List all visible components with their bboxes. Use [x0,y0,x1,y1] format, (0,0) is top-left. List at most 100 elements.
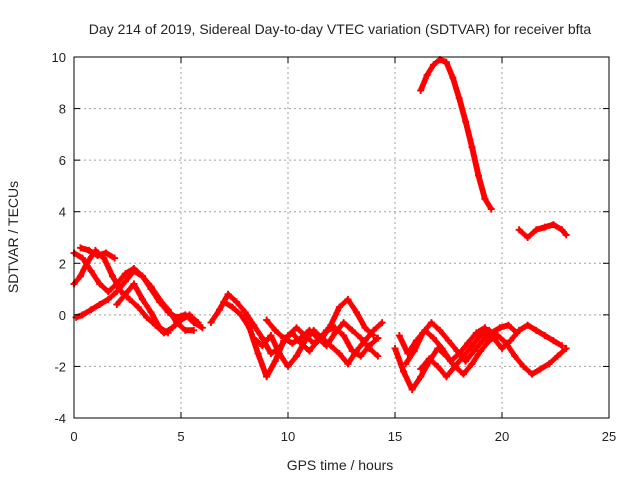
series-track-d [76,244,119,262]
data-point [143,313,151,321]
data-point [305,347,313,355]
data-point [541,331,549,339]
series-track-i [263,316,382,360]
data-point [419,329,427,337]
data-point [357,352,365,360]
data-point [400,368,408,376]
data-point [562,231,570,239]
data-point [254,350,262,358]
data-point [532,226,540,234]
data-point [468,360,476,368]
data-point [515,226,523,234]
x-tick-label: 0 [70,429,77,444]
data-point [156,324,164,332]
data-point [532,326,540,334]
data-point [288,329,296,337]
data-point [477,347,485,355]
y-tick-label: 4 [59,205,66,220]
plot-frame [73,56,610,419]
data-point [104,288,112,296]
data-point [374,352,382,360]
data-point [447,357,455,365]
data-point [76,244,84,252]
series-track-m [417,326,502,381]
data-point [361,324,369,332]
data-point [126,295,134,303]
data-point [340,319,348,327]
data-point [513,329,521,337]
data-point [352,308,360,316]
data-point [267,350,275,358]
data-point [237,311,245,319]
data-point [301,337,309,345]
data-point [436,326,444,334]
y-tick-label: -2 [54,359,66,374]
data-point [87,306,95,314]
data-point [352,347,360,355]
data-point [79,254,87,262]
data-point [220,298,228,306]
data-point [479,337,487,345]
data-point [164,329,172,337]
y-tick-label: 6 [59,153,66,168]
data-point [374,334,382,342]
data-point [267,331,275,339]
data-point [498,344,506,352]
data-point [94,252,102,260]
data-point [335,350,343,358]
data-point [558,342,566,350]
data-point [378,319,386,327]
series-markers [417,56,495,213]
data-point [462,117,470,125]
data-point [464,339,472,347]
series-track-e [113,280,172,337]
data-point [331,329,339,337]
data-point [284,362,292,370]
data-point [511,352,519,360]
data-point [250,321,258,329]
x-tick-label: 10 [281,429,295,444]
data-point [288,339,296,347]
data-point [293,352,301,360]
x-tick-label: 25 [602,429,616,444]
data-point [121,290,129,298]
data-point [459,370,467,378]
data-point [113,288,121,296]
data-point [562,344,570,352]
series-track-c [72,267,198,334]
data-point [365,344,373,352]
x-tick-label: 20 [495,429,509,444]
chart-title: Day 214 of 2019, Sidereal Day-to-day VTE… [89,21,592,37]
data-point [121,270,129,278]
data-point [216,306,224,314]
data-point [275,350,283,358]
data-point [504,321,512,329]
data-point [173,319,181,327]
data-point [207,319,215,327]
data-point [177,316,185,324]
data-point [487,205,495,213]
data-point [470,347,478,355]
data-point [340,331,348,339]
tick-layer: 0 5 10 15 20 25 -4 -2 0 2 4 6 8 10 [52,50,617,444]
data-point [554,352,562,360]
data-point [481,195,489,203]
data-point [528,370,536,378]
data-point [271,326,279,334]
data-point [558,226,566,234]
grid-layer [74,57,609,418]
data-point [344,295,352,303]
data-point [280,334,288,342]
data-point [438,344,446,352]
data-point [130,267,138,275]
data-point [474,172,482,180]
x-tick-label: 15 [388,429,402,444]
data-point [430,334,438,342]
data-point [85,246,93,254]
data-point [453,347,461,355]
data-point [455,94,463,102]
data-point [186,311,194,319]
data-point [395,331,403,339]
data-point [147,282,155,290]
